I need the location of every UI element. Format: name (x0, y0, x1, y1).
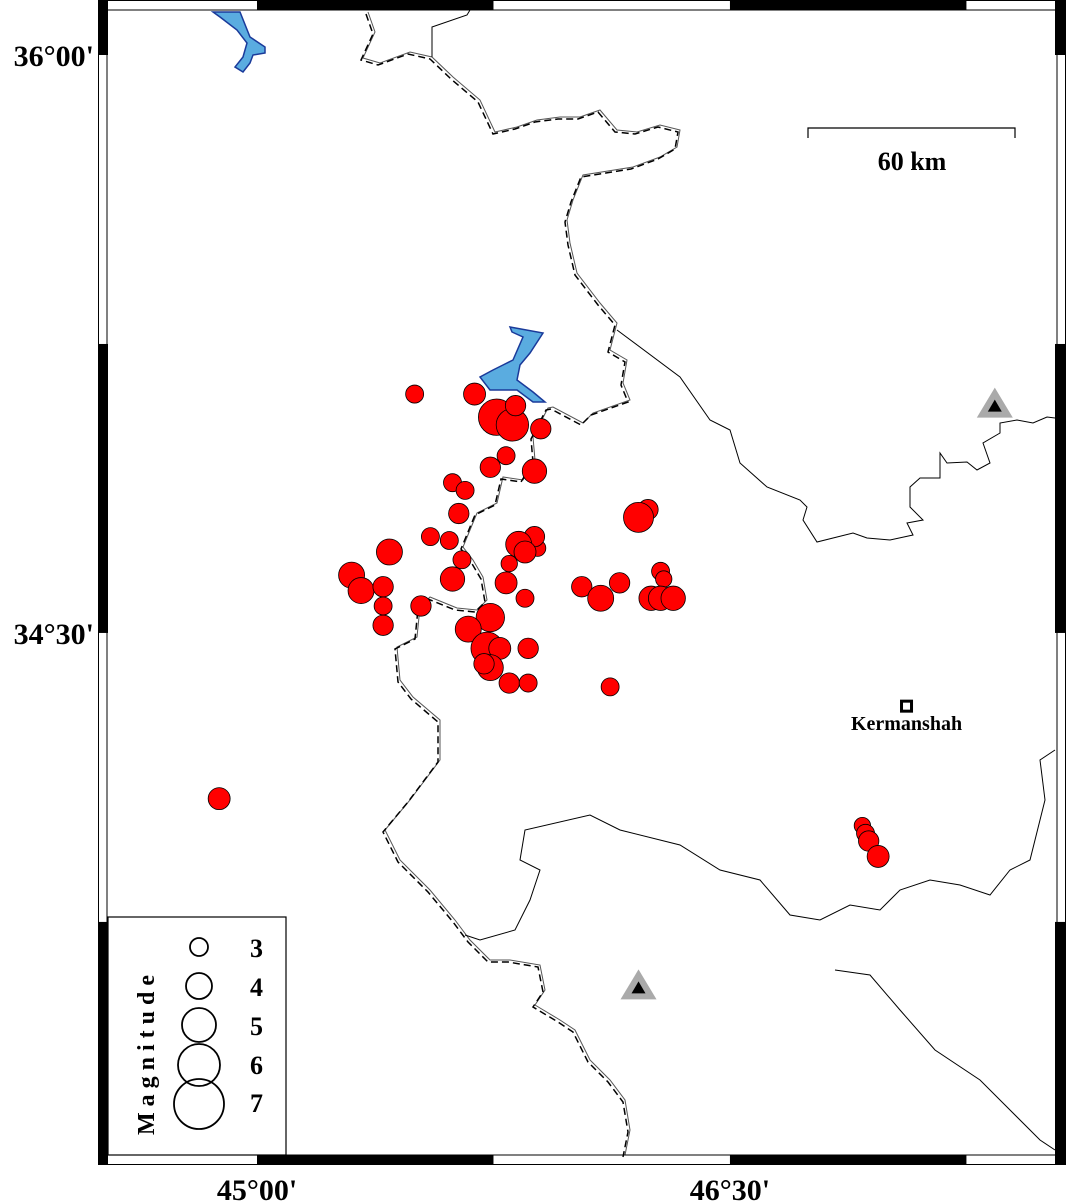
lake-darbandikhan (478, 326, 548, 403)
earthquake-event (463, 382, 486, 406)
province-border (464, 749, 1056, 941)
earthquake-event (373, 596, 393, 616)
legend-label: 7 (250, 1089, 263, 1118)
earthquake-event (660, 585, 686, 611)
earthquake-event (513, 540, 537, 564)
square-marker-icon (900, 699, 914, 713)
legend-circle (173, 1078, 225, 1130)
scale-bar: 60 km (807, 127, 1016, 176)
legend-circle (189, 937, 209, 957)
frame-band (1055, 0, 1066, 55)
legend-label: 4 (250, 973, 263, 1002)
frame-band (729, 1155, 967, 1165)
earthquake-event (454, 615, 482, 643)
frame-band (257, 1155, 494, 1165)
earthquake-event (518, 673, 538, 693)
frame-band (98, 0, 108, 55)
legend: Magnitude 3 4 5 6 7 (107, 916, 287, 1156)
earthquake-event (530, 418, 552, 440)
lat-tick-label: 34°30' (14, 618, 94, 651)
earthquake-event (421, 527, 440, 547)
earthquake-event (372, 614, 394, 636)
earthquake-event (479, 456, 501, 478)
lon-tick-label: 45°00' (217, 1174, 297, 1203)
earthquake-event (475, 602, 505, 633)
frame-band (98, 921, 108, 1165)
scale-bar-line (807, 127, 1016, 138)
earthquake-event (623, 501, 654, 533)
scale-bar-label: 60 km (878, 147, 947, 176)
lon-tick-label: 46°30' (690, 1174, 770, 1203)
lake-north (210, 11, 266, 73)
lat-tick-label: 36°00' (14, 40, 94, 73)
city-label: Kermanshah (851, 713, 962, 735)
frame-band (257, 0, 494, 10)
earthquake-event (452, 550, 472, 570)
earthquake-event (655, 570, 673, 588)
earthquake-event (608, 572, 631, 594)
legend-circle (177, 1043, 221, 1087)
earthquake-event (410, 595, 432, 617)
earthquake-event (500, 554, 518, 573)
borders (359, 9, 1056, 1158)
province-border (431, 9, 471, 57)
triangle-station-icon (620, 969, 657, 1000)
stations (620, 387, 1013, 1000)
legend-circle (185, 972, 213, 1000)
cities: Kermanshah (851, 699, 962, 735)
frame-band (1055, 921, 1066, 1165)
earthquake-event (207, 787, 231, 811)
earthquake-event (515, 588, 535, 608)
earthquake-event (439, 566, 466, 592)
frame-band (98, 343, 108, 633)
legend-label: 6 (250, 1051, 263, 1080)
frame-band (1055, 343, 1066, 633)
legend-label: 5 (250, 1012, 263, 1041)
earthquake-event (473, 653, 495, 675)
earthquake-events (207, 382, 890, 868)
earthquake-event (455, 480, 475, 500)
earthquake-event (496, 446, 516, 466)
earthquake-event (376, 538, 403, 566)
earthquake-event (504, 395, 527, 417)
tick-labels: 45°00' 46°30' 36°00' 34°30' (14, 40, 770, 1203)
earthquake-event (571, 576, 593, 598)
legend-title: Magnitude (134, 969, 160, 1135)
frame-band (729, 0, 967, 10)
earthquake-event (439, 531, 459, 550)
earthquake-event (498, 672, 520, 694)
lakes (210, 11, 548, 403)
earthquake-event (521, 458, 548, 484)
earthquake-event (866, 845, 890, 868)
map-frame (98, 0, 1066, 1165)
legend-circle (181, 1007, 217, 1043)
earthquake-event (494, 571, 518, 595)
province-border (616, 329, 1056, 543)
earthquake-event (587, 584, 615, 612)
earthquake-event (448, 502, 470, 525)
earthquake-event (517, 637, 539, 659)
earthquake-event (600, 677, 620, 697)
province-border (834, 969, 1056, 1151)
legend-label: 3 (250, 934, 263, 963)
triangle-station-icon (976, 387, 1013, 418)
earthquake-event (405, 384, 425, 404)
legend-items: 3 4 5 6 7 (173, 934, 263, 1130)
earthquake-event (347, 577, 375, 604)
earthquake-event (372, 576, 394, 598)
